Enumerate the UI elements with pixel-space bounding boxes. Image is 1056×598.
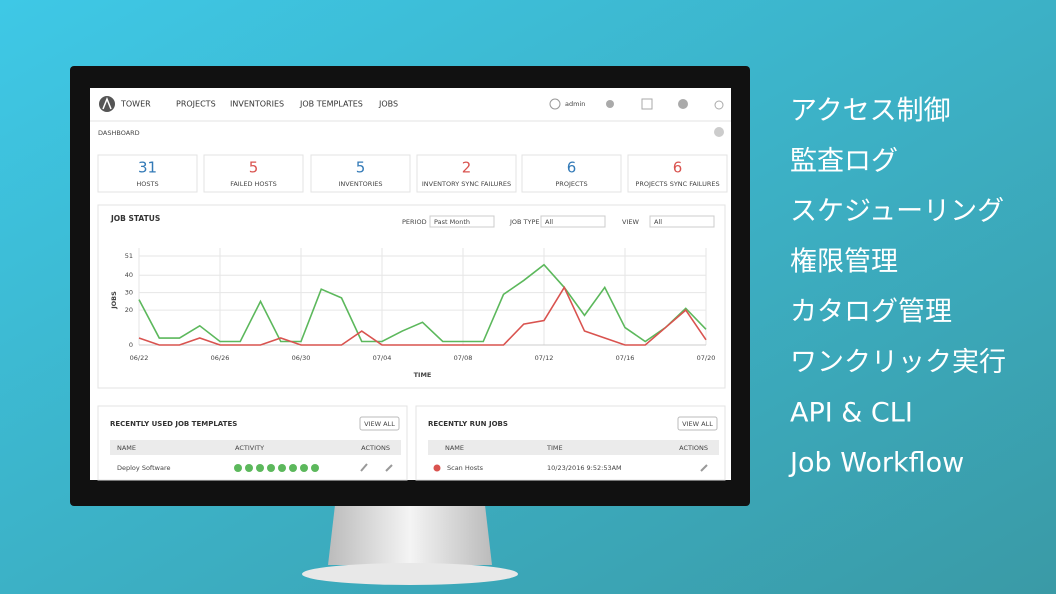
stat-card[interactable] [310, 154, 411, 193]
x-tick-label: 06/30 [292, 354, 311, 362]
panel-title: RECENTLY USED JOB TEMPLATES [110, 420, 237, 428]
stat-card[interactable] [203, 154, 304, 193]
feature-item: 監査ログ [790, 146, 898, 177]
feature-item: カタログ管理 [790, 297, 952, 328]
row-link[interactable]: Deploy Software [117, 464, 170, 472]
column-header: NAME [117, 444, 136, 452]
stat-value: 5 [249, 159, 259, 177]
feature-item: スケジューリング [790, 196, 1004, 227]
stat-value: 31 [138, 159, 157, 177]
chart-title: JOB STATUS [110, 214, 160, 223]
panel-title: RECENTLY RUN JOBS [428, 420, 508, 428]
stat-value: 6 [567, 159, 577, 177]
help-icon[interactable] [678, 99, 688, 109]
nav-link[interactable]: PROJECTS [176, 100, 216, 109]
y-tick-label: 0 [129, 341, 133, 349]
feature-item: API & CLI [790, 397, 913, 428]
templates-panel [97, 405, 408, 481]
series-line [138, 285, 707, 346]
filter-value: Past Month [434, 218, 470, 226]
job-status-dot [433, 464, 441, 472]
jobs-panel [415, 405, 726, 481]
column-header: TIME [546, 444, 563, 452]
delete-icon[interactable] [700, 464, 708, 472]
x-tick-label: 06/26 [211, 354, 230, 362]
monitor-base [302, 563, 518, 585]
filter-label: PERIOD [402, 218, 427, 226]
filter-select[interactable] [649, 215, 715, 228]
x-tick-label: 07/12 [535, 354, 554, 362]
view-all-button-label[interactable]: VIEW ALL [364, 420, 395, 428]
x-axis-label: TIME [414, 371, 432, 379]
page-title: DASHBOARD [98, 129, 140, 137]
view-all-button[interactable] [677, 416, 718, 431]
x-tick-label: 06/22 [130, 354, 149, 362]
edit-icon[interactable] [385, 464, 393, 472]
stat-label: INVENTORIES [339, 180, 383, 188]
filter-label: VIEW [622, 218, 639, 226]
user-icon [549, 98, 561, 110]
feature-item: ワンクリック実行 [790, 347, 1006, 378]
view-all-button[interactable] [359, 416, 400, 431]
stat-value: 5 [356, 159, 366, 177]
y-tick-label: 30 [125, 289, 133, 297]
logout-icon[interactable] [714, 100, 724, 110]
brand: TOWER [120, 100, 151, 109]
nav-link[interactable]: INVENTORIES [230, 100, 284, 109]
stat-card[interactable] [521, 154, 622, 193]
user-name: admin [565, 100, 585, 108]
filter-value: All [545, 218, 553, 226]
screen [90, 88, 731, 480]
templates-header [110, 440, 401, 455]
row-cell: 10/23/2016 9:52:53AM [547, 464, 622, 472]
logo-mark [102, 96, 112, 110]
monitor-stand [328, 505, 492, 565]
row-link[interactable]: Scan Hosts [447, 464, 484, 472]
nav-link[interactable]: JOBS [378, 100, 398, 109]
feature-item: 権限管理 [790, 246, 898, 277]
view-all-button-label[interactable]: VIEW ALL [682, 420, 713, 428]
series-line [138, 263, 707, 343]
column-header: ACTIVITY [235, 444, 264, 452]
filter-label: JOB TYPE [509, 218, 540, 226]
activity-dots [234, 464, 319, 472]
column-header: NAME [445, 444, 464, 452]
x-tick-label: 07/04 [373, 354, 392, 362]
x-tick-label: 07/16 [616, 354, 635, 362]
stat-card[interactable] [627, 154, 728, 193]
y-tick-label: 51 [125, 252, 133, 260]
stat-label: PROJECTS [555, 180, 587, 188]
stat-label: PROJECTS SYNC FAILURES [635, 180, 719, 188]
stat-label: INVENTORY SYNC FAILURES [422, 180, 511, 188]
feature-item: アクセス制御 [790, 96, 951, 127]
column-header: ACTIONS [679, 444, 708, 452]
activity-icon[interactable] [714, 127, 724, 137]
stat-card[interactable] [416, 154, 517, 193]
jobs-header [428, 440, 719, 455]
filter-select[interactable] [429, 215, 495, 228]
stat-value: 6 [673, 159, 683, 177]
x-tick-label: 07/20 [697, 354, 716, 362]
settings-icon[interactable] [606, 100, 614, 108]
feature-item: Job Workflow [788, 448, 964, 479]
stat-value: 2 [462, 159, 472, 177]
filter-value: All [654, 218, 662, 226]
column-header: ACTIONS [361, 444, 390, 452]
y-axis-label: JOBS [110, 291, 118, 310]
y-tick-label: 40 [125, 271, 133, 279]
y-tick-label: 20 [125, 306, 133, 314]
x-tick-label: 07/08 [454, 354, 473, 362]
stat-label: FAILED HOSTS [230, 180, 277, 188]
stat-card[interactable] [97, 154, 198, 193]
job-status-panel [97, 204, 726, 389]
portal-icon[interactable] [641, 98, 653, 110]
stat-label: HOSTS [136, 180, 158, 188]
launch-icon[interactable] [360, 463, 368, 472]
nav-link[interactable]: JOB TEMPLATES [299, 100, 363, 109]
filter-select[interactable] [540, 215, 606, 228]
